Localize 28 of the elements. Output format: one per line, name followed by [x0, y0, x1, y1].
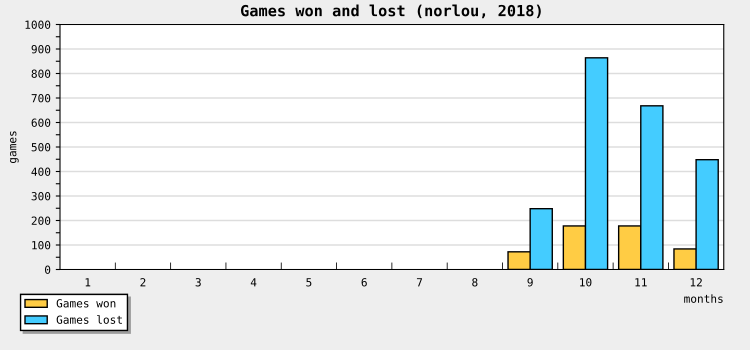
- y-tick-label: 100: [32, 241, 50, 250]
- y-tick-label: 200: [32, 216, 50, 225]
- y-tick-label: 0: [45, 266, 50, 274]
- x-tick-label: 6: [362, 278, 367, 286]
- x-tick-label: 9: [528, 278, 533, 286]
- x-axis-title: months: [684, 294, 723, 303]
- y-tick-label: 600: [32, 118, 50, 127]
- legend-label: Games lost: [56, 315, 122, 324]
- x-tick-label: 2: [140, 278, 146, 286]
- y-tick-label: 300: [32, 192, 50, 200]
- x-tick-label: 10: [580, 278, 592, 286]
- y-tick-label: 400: [31, 168, 50, 176]
- legend-label: Games won: [56, 299, 116, 308]
- x-tick-label: 12: [690, 278, 702, 286]
- y-tick-label: 500: [32, 143, 50, 152]
- x-tick-label: 5: [306, 278, 312, 286]
- y-tick-label: 700: [32, 94, 50, 102]
- x-tick-label: 1: [86, 278, 90, 286]
- y-tick-label: 900: [32, 45, 50, 54]
- y-tick-label: 800: [32, 70, 50, 78]
- y-tick-label: 1000: [26, 20, 50, 29]
- x-tick-label: 7: [416, 278, 422, 286]
- chart-title: Games won and lost (norlou, 2018): [240, 4, 541, 18]
- x-tick-label: 8: [472, 278, 478, 286]
- y-axis-title: games: [10, 131, 19, 164]
- x-tick-label: 3: [196, 278, 201, 286]
- x-tick-label: 4: [250, 278, 256, 286]
- x-tick-label: 11: [635, 278, 647, 286]
